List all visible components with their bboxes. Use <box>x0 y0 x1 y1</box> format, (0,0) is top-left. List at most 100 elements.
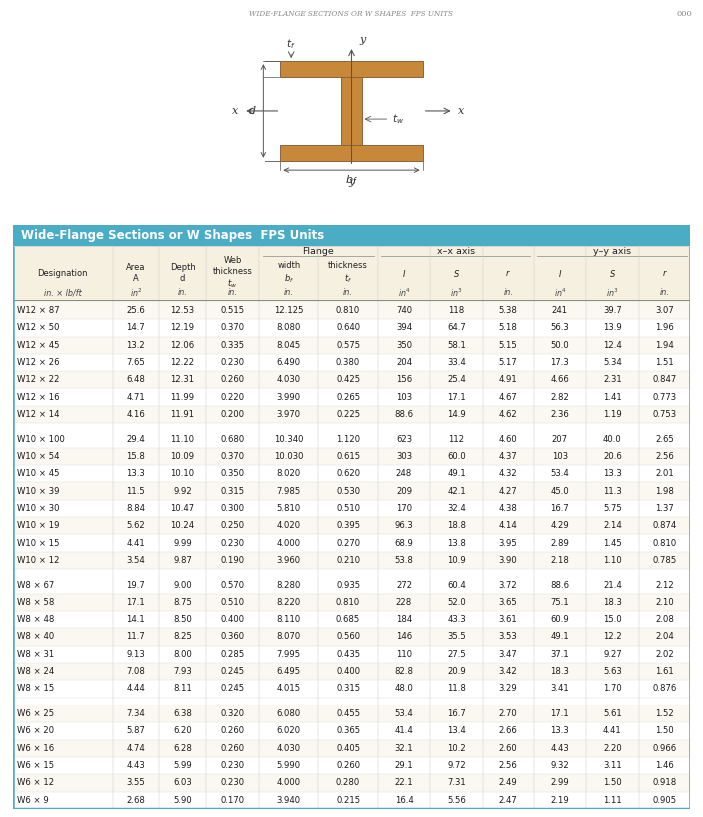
Text: 8.070: 8.070 <box>277 632 301 641</box>
Bar <box>13 645 690 663</box>
Text: W12 × 45: W12 × 45 <box>18 341 60 350</box>
Text: W12 × 16: W12 × 16 <box>18 393 60 402</box>
Text: 0.230: 0.230 <box>221 538 245 547</box>
Text: 3.65: 3.65 <box>499 598 517 607</box>
Text: 35.5: 35.5 <box>447 632 466 641</box>
Text: Flange: Flange <box>302 248 335 257</box>
Text: 000: 000 <box>677 10 692 18</box>
Text: 60.0: 60.0 <box>447 452 466 461</box>
Text: 1.37: 1.37 <box>655 504 674 513</box>
Text: 4.030: 4.030 <box>277 375 301 384</box>
Text: 4.000: 4.000 <box>277 779 301 788</box>
Text: W12 × 22: W12 × 22 <box>18 375 60 384</box>
Text: 45.0: 45.0 <box>550 487 569 496</box>
Text: 8.50: 8.50 <box>173 615 192 624</box>
Text: 1.50: 1.50 <box>603 779 621 788</box>
Text: 13.3: 13.3 <box>550 726 569 735</box>
Text: in.: in. <box>343 288 353 297</box>
Text: 6.03: 6.03 <box>173 779 192 788</box>
Text: 228: 228 <box>396 598 412 607</box>
Text: Designation: Designation <box>37 269 88 278</box>
Text: 10.030: 10.030 <box>274 452 304 461</box>
Text: 5.18: 5.18 <box>499 324 517 333</box>
Text: 0.680: 0.680 <box>220 435 245 444</box>
Text: 6.48: 6.48 <box>127 375 146 384</box>
Text: 103: 103 <box>552 452 568 461</box>
Text: 4.16: 4.16 <box>127 410 146 419</box>
Bar <box>13 792 690 809</box>
Text: 6.38: 6.38 <box>173 709 192 718</box>
Text: 15.8: 15.8 <box>127 452 146 461</box>
Bar <box>13 594 690 611</box>
Text: 3.940: 3.940 <box>277 796 301 805</box>
Text: 5.34: 5.34 <box>603 358 621 367</box>
Text: 5.87: 5.87 <box>127 726 146 735</box>
Text: W10 × 30: W10 × 30 <box>18 504 60 513</box>
Text: 7.65: 7.65 <box>127 358 146 367</box>
Text: W10 × 45: W10 × 45 <box>18 469 60 478</box>
Text: Depth
d: Depth d <box>169 263 195 283</box>
Text: 4.27: 4.27 <box>499 487 517 496</box>
Text: in.: in. <box>284 288 294 297</box>
Text: 1.11: 1.11 <box>603 796 621 805</box>
Text: 0.753: 0.753 <box>652 410 676 419</box>
Text: 17.3: 17.3 <box>550 358 569 367</box>
Text: 56.3: 56.3 <box>550 324 569 333</box>
Text: 0.215: 0.215 <box>336 796 360 805</box>
Bar <box>13 611 690 628</box>
Text: 4.030: 4.030 <box>277 743 301 752</box>
Text: in$^3$: in$^3$ <box>606 287 619 299</box>
Text: 3.55: 3.55 <box>127 779 146 788</box>
Text: 5.63: 5.63 <box>603 667 621 676</box>
Text: 0.230: 0.230 <box>221 779 245 788</box>
Text: Web
thickness
$t_w$: Web thickness $t_w$ <box>212 256 252 290</box>
Text: 12.22: 12.22 <box>170 358 195 367</box>
Text: 60.9: 60.9 <box>550 615 569 624</box>
Text: 14.9: 14.9 <box>447 410 466 419</box>
Text: 41.4: 41.4 <box>394 726 413 735</box>
Text: 0.455: 0.455 <box>336 709 360 718</box>
Text: 88.6: 88.6 <box>550 581 569 590</box>
Text: 8.080: 8.080 <box>276 324 301 333</box>
Text: 9.99: 9.99 <box>173 538 192 547</box>
Text: W8 × 67: W8 × 67 <box>18 581 55 590</box>
Text: 82.8: 82.8 <box>394 667 413 676</box>
Bar <box>13 225 690 246</box>
Text: 1.96: 1.96 <box>655 324 674 333</box>
Text: 3.41: 3.41 <box>550 685 569 694</box>
Text: 3.61: 3.61 <box>499 615 517 624</box>
Text: 0.515: 0.515 <box>221 306 245 315</box>
Bar <box>13 246 690 302</box>
Text: 394: 394 <box>396 324 412 333</box>
Text: 16.7: 16.7 <box>447 709 466 718</box>
Text: 2.68: 2.68 <box>127 796 146 805</box>
Bar <box>13 775 690 792</box>
Text: 204: 204 <box>396 358 412 367</box>
Text: x–x axis: x–x axis <box>437 248 475 257</box>
Text: 10.24: 10.24 <box>170 521 195 530</box>
Text: 11.7: 11.7 <box>127 632 146 641</box>
Text: 33.4: 33.4 <box>447 358 466 367</box>
Text: 3.72: 3.72 <box>499 581 517 590</box>
Text: 1.94: 1.94 <box>655 341 674 350</box>
Text: 0.810: 0.810 <box>652 538 676 547</box>
Text: 8.00: 8.00 <box>173 650 192 659</box>
Text: 2.49: 2.49 <box>499 779 517 788</box>
Text: 29.1: 29.1 <box>394 761 413 770</box>
Bar <box>13 663 690 681</box>
Text: 0.785: 0.785 <box>652 556 676 565</box>
Text: 272: 272 <box>396 581 412 590</box>
Text: 13.3: 13.3 <box>603 469 621 478</box>
Text: $b_f$: $b_f$ <box>345 173 358 187</box>
Text: 4.000: 4.000 <box>277 538 301 547</box>
Text: 17.1: 17.1 <box>550 709 569 718</box>
Text: 0.250: 0.250 <box>221 521 245 530</box>
Text: 12.2: 12.2 <box>603 632 621 641</box>
Text: 6.28: 6.28 <box>173 743 192 752</box>
Text: 88.6: 88.6 <box>394 410 413 419</box>
Text: W10 × 100: W10 × 100 <box>18 435 65 444</box>
Text: 12.06: 12.06 <box>170 341 195 350</box>
Text: 12.125: 12.125 <box>274 306 304 315</box>
Text: 1.45: 1.45 <box>603 538 621 547</box>
Text: 5.62: 5.62 <box>127 521 146 530</box>
